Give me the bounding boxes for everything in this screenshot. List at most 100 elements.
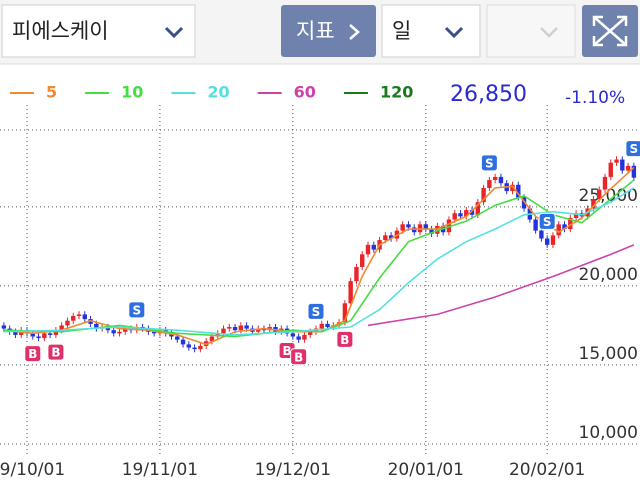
y-tick-label: 15,000 xyxy=(579,344,638,364)
candle-body xyxy=(446,219,452,233)
chevron xyxy=(444,26,464,39)
candle-body xyxy=(544,238,550,245)
signal-label: S xyxy=(132,303,141,317)
candle-body xyxy=(255,328,261,332)
candle-body xyxy=(475,202,481,215)
disabled-dropdown[interactable] xyxy=(486,4,576,58)
signal-badge xyxy=(307,302,325,320)
signal-label: B xyxy=(340,333,349,347)
candle-body xyxy=(232,327,238,331)
candle-body xyxy=(498,176,504,184)
candle-body xyxy=(1,325,7,329)
x-tick-label: 19/12/01 xyxy=(255,460,331,480)
signal-badge xyxy=(128,301,146,319)
stock-name: 피에스케이 xyxy=(12,19,109,43)
signal-badge xyxy=(538,212,556,230)
candle-body xyxy=(13,331,18,335)
candle-body xyxy=(388,235,394,239)
x-tick-label: 19/10/01 xyxy=(0,460,65,480)
legend-label: 10 xyxy=(121,83,143,102)
candle-body xyxy=(492,176,498,181)
signal-badge xyxy=(625,140,640,158)
candle-body xyxy=(238,325,244,331)
candle-body xyxy=(36,336,41,339)
signal-label: B xyxy=(51,346,60,360)
signal-label: S xyxy=(630,142,639,156)
candle-body xyxy=(348,281,353,304)
legend-label: 120 xyxy=(380,83,413,102)
legend-label: 20 xyxy=(207,83,229,102)
x-tick-label: 20/01/01 xyxy=(388,460,464,480)
signal-badge xyxy=(336,330,354,348)
legend-label: 60 xyxy=(294,83,316,102)
candle-body xyxy=(42,333,47,339)
candle-body xyxy=(556,224,561,236)
moving-average-line xyxy=(3,179,635,338)
y-tick-label: 20,000 xyxy=(579,265,638,285)
candle-body xyxy=(53,330,59,335)
candle-body xyxy=(325,323,330,328)
signal-badge xyxy=(24,345,42,363)
chevron xyxy=(349,24,360,40)
candle-body xyxy=(319,323,324,329)
candle-body xyxy=(354,266,359,282)
signal-label: S xyxy=(312,305,321,319)
candle-body xyxy=(550,235,556,245)
moving-average-line xyxy=(3,166,635,346)
signal-badge xyxy=(47,343,65,361)
indicator-button[interactable]: 지표 xyxy=(281,5,376,57)
candle-body xyxy=(510,184,515,192)
dropdown-box xyxy=(486,4,576,58)
signal-label: B xyxy=(28,347,37,361)
signal-label: B xyxy=(283,344,292,358)
signal-badge xyxy=(480,154,498,172)
candle-body xyxy=(539,230,544,239)
dropdown-box xyxy=(381,4,481,58)
candle-body xyxy=(192,347,197,350)
candle-body xyxy=(59,325,64,331)
candle-body xyxy=(71,315,76,321)
x-tick-label: 19/11/01 xyxy=(122,460,198,480)
candle-body xyxy=(614,159,619,163)
candle-body xyxy=(180,339,186,345)
candle-body xyxy=(620,159,625,171)
candle-body xyxy=(562,224,567,230)
candle-body xyxy=(533,219,538,231)
candle-body xyxy=(30,333,35,337)
candle-body xyxy=(169,333,174,337)
candle-body xyxy=(65,320,70,326)
expand-button[interactable] xyxy=(582,5,638,57)
candle-body xyxy=(175,336,180,340)
candle-body xyxy=(296,336,301,340)
candle-body xyxy=(302,334,307,340)
dropdown-box xyxy=(1,4,196,58)
chevron xyxy=(164,26,184,39)
candle-body xyxy=(573,213,579,218)
candle-body xyxy=(383,235,388,241)
period-dropdown[interactable]: 일 xyxy=(381,4,481,58)
candle-body xyxy=(82,314,87,320)
candle-body xyxy=(406,224,411,228)
candle-body xyxy=(209,336,215,342)
price-change: -1.10% xyxy=(565,88,625,108)
candle-body xyxy=(244,325,249,329)
stock-dropdown[interactable]: 피에스케이 xyxy=(1,4,196,58)
candle-body xyxy=(117,331,122,334)
candle-body xyxy=(76,314,82,316)
candle-body xyxy=(371,244,376,250)
candle-body xyxy=(469,210,475,215)
chevron xyxy=(540,27,558,38)
button-label: 지표 xyxy=(296,19,335,43)
candle-body xyxy=(423,224,428,230)
button-box xyxy=(281,5,376,57)
candle-body xyxy=(290,333,296,337)
candle-body xyxy=(487,180,492,188)
candle-body xyxy=(227,327,232,329)
candle-body xyxy=(602,176,608,190)
candle-body xyxy=(123,328,128,332)
candle-body xyxy=(464,210,469,217)
candle-body xyxy=(516,184,521,198)
candle-body xyxy=(105,327,111,331)
moving-average-line xyxy=(367,244,635,327)
